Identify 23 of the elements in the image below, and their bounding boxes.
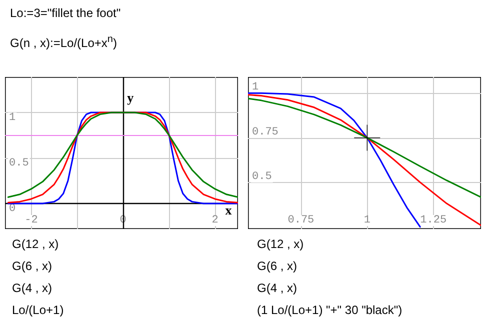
y-tick-label: 1 xyxy=(252,82,259,94)
x-tick-label: 1.25 xyxy=(420,214,447,226)
text: G(12 , x) xyxy=(12,236,60,253)
text: G(4 , x) xyxy=(12,280,54,297)
text: G(12 , x) xyxy=(257,236,305,253)
text: G(4 , x) xyxy=(257,280,298,297)
y-tick-label: 0 xyxy=(9,203,16,216)
chart-title: Lo:=3="fillet the foot" xyxy=(10,6,121,20)
text: Lo/(Lo+1) xyxy=(12,302,64,319)
y-tick-label: 0.75 xyxy=(252,126,278,138)
y-tick-label: 1 xyxy=(9,112,16,124)
chart-subtitle: G(n , x):=Lo/(Lo+x$^{n}$) xyxy=(10,34,117,50)
y-tick-label: 0.5 xyxy=(9,158,29,170)
text: (1 Lo/(Lo+1) "+" 30 "black") xyxy=(257,302,402,319)
text: G(6 , x) xyxy=(12,258,54,275)
x-axis-title: x xyxy=(225,202,232,218)
x-tick-label: -2 xyxy=(24,214,38,226)
y-axis-title: y xyxy=(127,90,134,105)
text: G(6 , x) xyxy=(257,258,298,275)
x-tick-label: 2 xyxy=(212,214,218,226)
y-tick-label: 0.5 xyxy=(252,171,272,184)
x-tick-label: 0.75 xyxy=(288,214,314,226)
x-tick-label: 1 xyxy=(364,214,371,226)
